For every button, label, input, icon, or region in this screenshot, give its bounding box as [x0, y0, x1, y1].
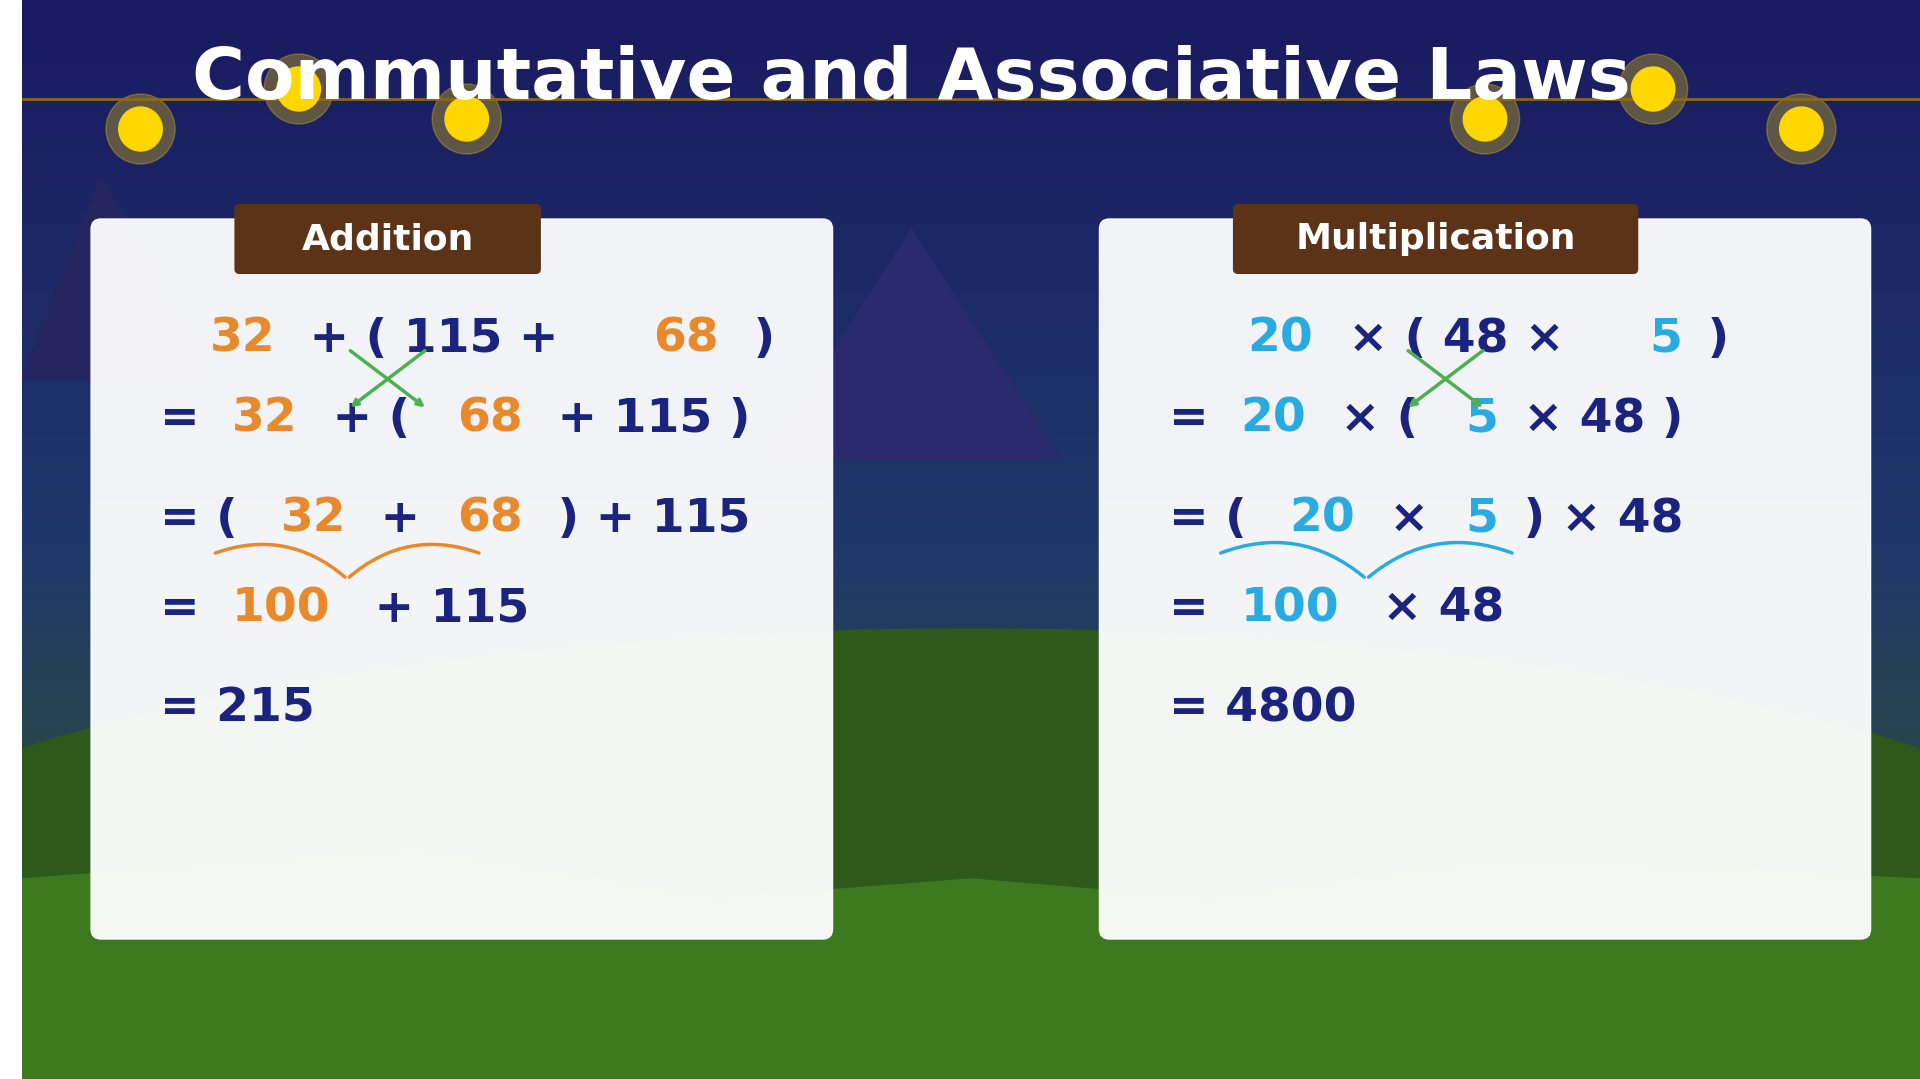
Circle shape [119, 107, 163, 151]
Text: 68: 68 [653, 316, 718, 361]
FancyBboxPatch shape [90, 219, 833, 939]
Text: 5: 5 [1465, 496, 1498, 542]
Text: 68: 68 [457, 396, 522, 441]
Polygon shape [764, 229, 1060, 459]
Circle shape [106, 94, 175, 164]
Polygon shape [21, 849, 1920, 1079]
Text: + 115 ): + 115 ) [541, 396, 751, 441]
Text: = 215: = 215 [159, 686, 315, 732]
FancyBboxPatch shape [234, 204, 541, 274]
Circle shape [432, 84, 501, 154]
Text: 68: 68 [457, 496, 522, 542]
Text: Commutative and Associative Laws: Commutative and Associative Laws [192, 44, 1630, 113]
Text: ): ) [737, 316, 776, 361]
Ellipse shape [0, 629, 1920, 1079]
Circle shape [1450, 84, 1519, 154]
FancyBboxPatch shape [1100, 219, 1870, 939]
Text: + 115: + 115 [357, 587, 528, 631]
Circle shape [445, 97, 488, 141]
Circle shape [265, 54, 334, 124]
Text: ×: × [1373, 496, 1446, 542]
Text: 20: 20 [1248, 316, 1313, 361]
Text: Multiplication: Multiplication [1296, 222, 1576, 256]
Text: × 48: × 48 [1365, 587, 1503, 631]
Text: =: = [1169, 396, 1225, 441]
Text: = (: = ( [159, 496, 255, 542]
Circle shape [1766, 94, 1836, 164]
Text: ) × 48: ) × 48 [1507, 496, 1684, 542]
Text: +: + [365, 496, 438, 542]
Text: =: = [159, 396, 217, 441]
Text: =: = [1169, 587, 1225, 631]
Text: + ( 115 +: + ( 115 + [294, 316, 576, 361]
Text: 20: 20 [1240, 396, 1306, 441]
Text: × ( 48 ×: × ( 48 × [1332, 316, 1580, 361]
Text: 20: 20 [1288, 496, 1356, 542]
Text: =: = [159, 587, 217, 631]
Text: ): ) [1692, 316, 1730, 361]
Circle shape [1619, 54, 1688, 124]
Circle shape [1632, 67, 1674, 111]
Text: + (: + ( [315, 396, 426, 441]
Text: × (: × ( [1325, 396, 1434, 441]
Text: 5: 5 [1465, 396, 1498, 441]
Circle shape [1780, 107, 1824, 151]
Text: 32: 32 [209, 316, 275, 361]
Text: × 48 ): × 48 ) [1507, 396, 1684, 441]
Text: 32: 32 [232, 396, 298, 441]
Text: = (: = ( [1169, 496, 1263, 542]
Text: 100: 100 [232, 587, 330, 631]
Text: 5: 5 [1649, 316, 1682, 361]
Polygon shape [21, 179, 219, 379]
Text: 32: 32 [280, 496, 346, 542]
Text: Addition: Addition [301, 222, 474, 256]
FancyBboxPatch shape [1233, 204, 1638, 274]
Circle shape [276, 67, 321, 111]
Circle shape [1463, 97, 1507, 141]
Text: = 4800: = 4800 [1169, 686, 1356, 732]
Text: ) + 115: ) + 115 [541, 496, 751, 542]
Text: 100: 100 [1240, 587, 1338, 631]
